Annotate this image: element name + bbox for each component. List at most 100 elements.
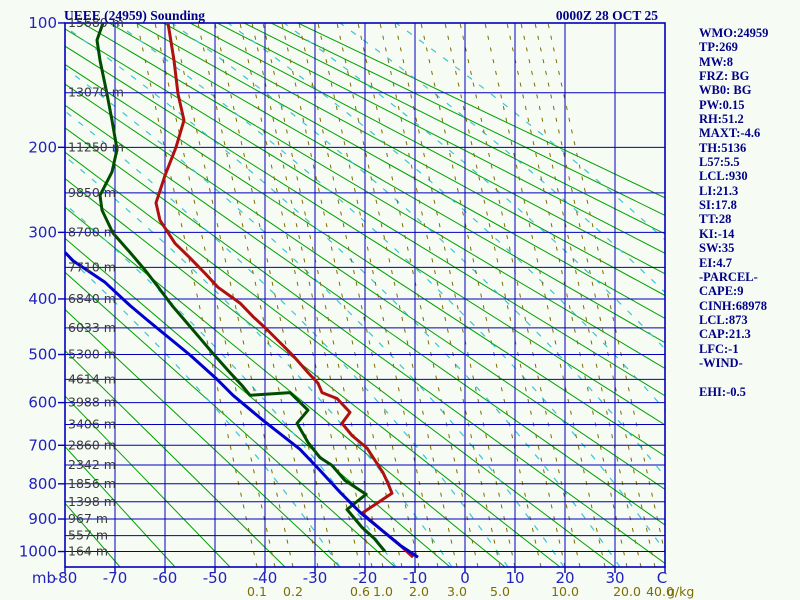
chart-datetime: 0000Z 28 OCT 25: [555, 8, 658, 23]
mixing-ratio-line: [136, 23, 258, 567]
moist-adiabat-line: [65, 67, 565, 567]
info-panel: WMO:24959 TP:269 MW:8 FRZ: BG WB0: BG PW:0.15…: [699, 26, 799, 399]
temperature-label: -30: [303, 569, 328, 587]
pressure-label: 400: [28, 290, 57, 308]
pressure-label: 300: [28, 223, 57, 241]
altitude-label: 6033 m: [68, 320, 116, 335]
panel-line: WMO:24959: [699, 26, 769, 40]
temperature-label: -60: [153, 569, 178, 587]
pressure-label: 1000: [19, 543, 57, 561]
panel-line: SW:35: [699, 241, 735, 256]
mixing-ratio-line: [420, 23, 542, 567]
altitude-label: 2860 m: [68, 437, 116, 452]
dry-adiabat-line: [296, 23, 665, 199]
chart-title: UEEE (24959) Sounding: [64, 8, 206, 23]
panel-line: EHI:-0.5: [699, 384, 746, 399]
dry-adiabat-line: [135, 23, 665, 319]
moist-adiabat-line: [283, 23, 665, 350]
mixing-ratio-line: [394, 23, 516, 567]
panel-line: MAXT:-4.6: [699, 126, 761, 141]
temperature-curve: [154, 23, 415, 559]
temperature-label: 0: [460, 569, 470, 587]
temperature-unit-label: C: [657, 569, 667, 587]
moist-adiabat-line: [171, 23, 665, 478]
panel-line: PW:0.15: [699, 97, 745, 112]
dry-adiabat-line: [65, 308, 341, 567]
pressure-unit-label: mb: [32, 569, 56, 587]
mixing-ratio-line: [298, 23, 420, 567]
mixing-ratio-line: [547, 23, 665, 556]
dry-adiabat-line: [65, 237, 451, 567]
mixing-ratio-line: [262, 23, 384, 567]
altitude-label: 7710 m: [68, 259, 116, 274]
mixing-ratio-label: 3.0: [447, 584, 467, 599]
mixing-ratio-line: [506, 23, 628, 567]
mixing-ratio-label: 20.0: [613, 584, 641, 599]
dry-adiabat-line: [65, 104, 665, 526]
mixing-ratio-label: 5.0: [490, 584, 510, 599]
altitude-label: 1398 m: [68, 494, 116, 509]
temperature-label: 30: [605, 569, 624, 587]
dry-adiabat-line: [269, 23, 665, 216]
mixing-ratio-line: [534, 23, 656, 567]
altitude-label: 2342 m: [68, 457, 116, 472]
mixing-ratio-label: 1.0: [373, 584, 393, 599]
altitude-label: 5300 m: [68, 347, 116, 362]
dry-adiabat-line: [215, 23, 665, 254]
panel-line: LFC:-1: [699, 341, 739, 356]
mixing-ratio-line: [459, 23, 581, 567]
pressure-label: 200: [28, 138, 57, 156]
pressure-label: 600: [28, 394, 57, 412]
panel-line: CAPE:9: [699, 284, 744, 299]
dry-adiabat-line: [162, 23, 665, 297]
dry-adiabat-line: [65, 178, 561, 567]
dry-adiabat-line: [65, 206, 506, 567]
pressure-label: 800: [28, 475, 57, 493]
mixing-ratio-line: [336, 23, 458, 567]
moist-adiabat-line: [65, 110, 509, 567]
altitude-label: 8700 m: [68, 224, 116, 239]
pressure-label: 700: [28, 436, 57, 454]
altitude-label: 164 m: [68, 544, 108, 559]
mixing-ratio-label: 2.0: [409, 584, 429, 599]
panel-line: RH:51.2: [699, 112, 744, 127]
panel-line: LI:21.3: [699, 183, 739, 198]
panel-line: -PARCEL-: [699, 269, 758, 284]
mixing-ratio-unit-label: g/kg: [667, 584, 694, 599]
altitude-label: 9850 m: [68, 185, 116, 200]
dry-adiabat-line: [65, 151, 616, 567]
panel-line: SI:17.8: [699, 198, 737, 213]
panel-line: L57:5.5: [699, 155, 740, 170]
temperature-label: -20: [353, 569, 378, 587]
plot-border: [64, 22, 666, 568]
dry-adiabat-line: [65, 271, 396, 567]
panel-line: LCL:930: [699, 169, 748, 184]
dry-adiabat-line: [65, 349, 286, 567]
panel-line: -WIND-: [699, 355, 743, 370]
panel-line: TH:5136: [699, 140, 747, 155]
moist-adiabat-line: [227, 23, 665, 411]
temperature-label: -70: [103, 569, 128, 587]
altitude-label: 967 m: [68, 511, 108, 526]
mixing-ratio-label: 0.2: [283, 584, 303, 599]
temperature-label: 10: [505, 569, 524, 587]
panel-line: EI:4.7: [699, 255, 732, 270]
mixing-ratio-line: [251, 23, 373, 567]
panel-line: CAP:21.3: [699, 327, 751, 342]
moist-adiabat-line: [65, 253, 341, 567]
dry-adiabat-line: [65, 83, 665, 490]
mixing-ratio-line: [379, 23, 501, 567]
panel-line: KI:-14: [699, 226, 735, 241]
altitude-label: 4614 m: [68, 371, 116, 386]
mixing-ratio-line: [357, 23, 479, 567]
dry-adiabat-line: [65, 127, 665, 564]
temperature-label: -40: [253, 569, 278, 587]
altitude-label: 13070 m: [68, 85, 124, 100]
dry-adiabat-line: [189, 23, 665, 275]
panel-line: WB0: BG: [699, 83, 752, 98]
moist-adiabat-line: [115, 23, 665, 553]
mixing-ratio-line: [197, 23, 319, 567]
mixing-ratio-line: [484, 23, 606, 567]
